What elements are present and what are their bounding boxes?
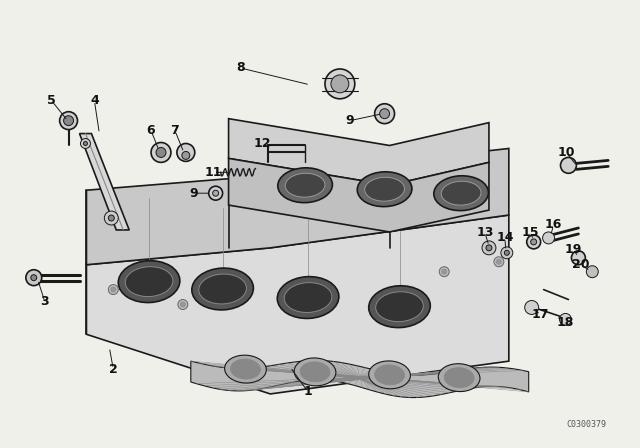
Circle shape <box>494 257 504 267</box>
Circle shape <box>531 239 537 245</box>
Circle shape <box>497 259 501 264</box>
Text: 15: 15 <box>522 226 540 239</box>
Circle shape <box>501 247 513 259</box>
Text: 9: 9 <box>346 114 354 127</box>
Circle shape <box>439 267 449 277</box>
Circle shape <box>31 275 36 280</box>
Circle shape <box>559 314 572 325</box>
Ellipse shape <box>374 365 404 385</box>
Polygon shape <box>228 119 489 185</box>
Ellipse shape <box>199 274 246 304</box>
Circle shape <box>325 69 355 99</box>
Ellipse shape <box>438 364 480 392</box>
Circle shape <box>442 269 447 274</box>
Polygon shape <box>228 159 489 232</box>
Circle shape <box>111 287 116 292</box>
Circle shape <box>482 241 496 255</box>
Ellipse shape <box>277 276 339 319</box>
Text: 10: 10 <box>557 146 575 159</box>
Text: 19: 19 <box>564 243 582 256</box>
Circle shape <box>331 75 349 93</box>
Circle shape <box>586 266 598 278</box>
Text: 3: 3 <box>40 295 49 308</box>
Ellipse shape <box>192 268 253 310</box>
Circle shape <box>26 270 42 286</box>
Ellipse shape <box>230 359 260 379</box>
Ellipse shape <box>434 176 488 211</box>
Ellipse shape <box>357 172 412 207</box>
Text: 5: 5 <box>47 94 56 107</box>
Ellipse shape <box>376 292 423 322</box>
Circle shape <box>486 245 492 251</box>
Text: C0300379: C0300379 <box>566 420 606 429</box>
Text: 18: 18 <box>557 316 574 329</box>
Text: 12: 12 <box>253 137 271 150</box>
Circle shape <box>561 157 577 173</box>
Text: 8: 8 <box>236 61 245 74</box>
Circle shape <box>543 232 554 244</box>
Text: 11: 11 <box>205 166 223 179</box>
Text: 4: 4 <box>90 94 99 107</box>
Text: 6: 6 <box>147 124 156 137</box>
Ellipse shape <box>365 177 404 201</box>
Circle shape <box>525 301 539 314</box>
Ellipse shape <box>118 261 180 302</box>
Circle shape <box>81 138 90 148</box>
Text: 20: 20 <box>572 258 589 271</box>
Ellipse shape <box>278 168 332 202</box>
Circle shape <box>60 112 77 129</box>
Text: 13: 13 <box>476 226 493 239</box>
Text: 1: 1 <box>304 385 312 398</box>
Circle shape <box>108 284 118 294</box>
Ellipse shape <box>369 286 430 327</box>
Polygon shape <box>86 215 509 394</box>
Circle shape <box>63 116 74 125</box>
Circle shape <box>104 211 118 225</box>
Circle shape <box>380 109 390 119</box>
Ellipse shape <box>444 368 474 388</box>
Circle shape <box>180 302 186 307</box>
Circle shape <box>212 190 219 196</box>
Circle shape <box>182 151 190 159</box>
Text: 16: 16 <box>545 219 562 232</box>
Ellipse shape <box>284 283 332 313</box>
Ellipse shape <box>285 173 325 197</box>
Ellipse shape <box>300 362 330 382</box>
Circle shape <box>504 250 509 255</box>
Text: 7: 7 <box>170 124 179 137</box>
Text: 14: 14 <box>496 232 513 245</box>
Circle shape <box>177 143 195 161</box>
Polygon shape <box>86 148 509 265</box>
Circle shape <box>209 186 223 200</box>
Polygon shape <box>79 134 129 230</box>
Circle shape <box>374 104 394 124</box>
Ellipse shape <box>369 361 410 389</box>
Ellipse shape <box>225 355 266 383</box>
Circle shape <box>108 215 115 221</box>
Circle shape <box>527 235 541 249</box>
Circle shape <box>83 142 88 146</box>
Ellipse shape <box>125 267 173 297</box>
Text: 2: 2 <box>109 362 118 375</box>
Polygon shape <box>191 361 529 397</box>
Ellipse shape <box>294 358 336 386</box>
Circle shape <box>156 147 166 157</box>
Text: 9: 9 <box>189 187 198 200</box>
Circle shape <box>572 251 586 265</box>
Circle shape <box>178 300 188 310</box>
Text: 17: 17 <box>532 308 549 321</box>
Circle shape <box>151 142 171 162</box>
Ellipse shape <box>441 181 481 205</box>
